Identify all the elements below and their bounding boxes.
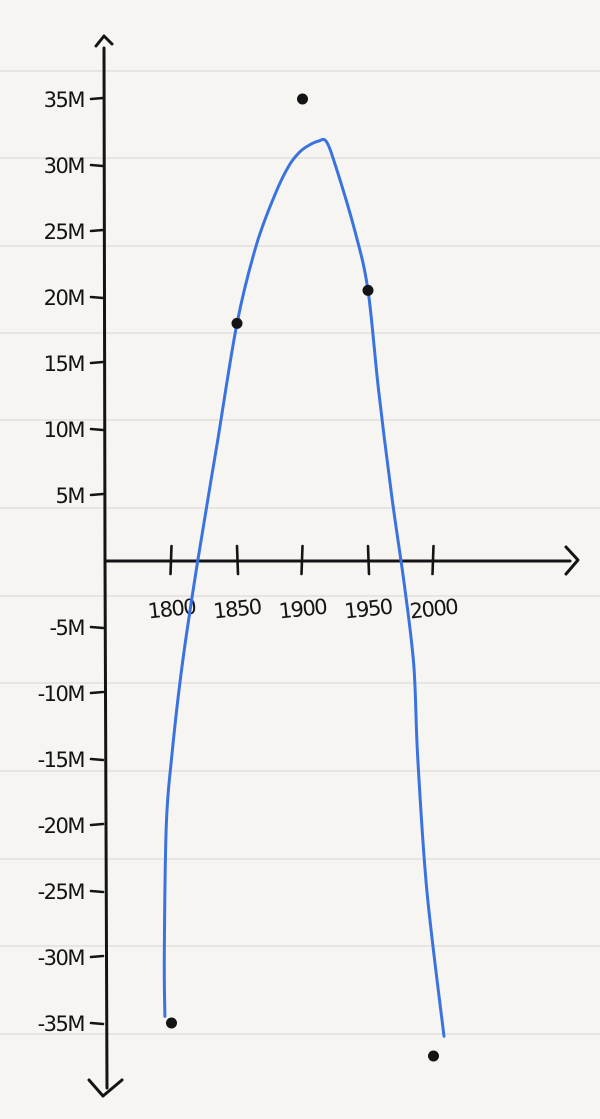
y-tick bbox=[89, 96, 105, 101]
x-tick bbox=[235, 544, 240, 576]
y-tick bbox=[89, 427, 105, 432]
y-tick-label: -15M bbox=[38, 748, 85, 772]
y-tick-label: -25M bbox=[38, 880, 85, 904]
y-tick bbox=[89, 625, 105, 630]
x-tick-label: 1900 bbox=[278, 595, 328, 624]
data-point bbox=[166, 1017, 177, 1029]
y-axis-tick-labels: 35M 30M 25M 20M 15M 10M 5M -5M -10M -15M -20M -25M -… bbox=[38, 88, 86, 1036]
x-tick-label: 1850 bbox=[212, 595, 262, 624]
y-tick bbox=[89, 360, 105, 365]
y-tick bbox=[89, 492, 105, 497]
y-tick bbox=[89, 163, 105, 168]
x-tick bbox=[300, 544, 304, 576]
data-point bbox=[428, 1050, 439, 1062]
y-axis-ticks bbox=[89, 96, 105, 1026]
y-tick-label: 5M bbox=[56, 484, 85, 508]
y-axis-arrow-down-icon bbox=[87, 1078, 124, 1098]
y-tick bbox=[89, 889, 105, 894]
x-axis-arrow-right-icon bbox=[564, 545, 580, 576]
y-tick bbox=[89, 822, 105, 827]
y-tick-label: 20M bbox=[44, 286, 85, 310]
data-point bbox=[362, 284, 374, 296]
y-tick-label: -30M bbox=[38, 946, 85, 970]
y-tick-label: -20M bbox=[38, 814, 85, 838]
x-tick bbox=[169, 544, 173, 576]
y-tick-label: 35M bbox=[44, 88, 85, 112]
y-tick bbox=[89, 295, 105, 300]
data-point bbox=[231, 317, 243, 329]
y-tick bbox=[89, 228, 105, 233]
x-tick-label: 1950 bbox=[343, 595, 393, 624]
data-point bbox=[297, 93, 308, 105]
y-tick-label: -35M bbox=[38, 1012, 85, 1036]
x-axis-tick-labels: 1800 1850 1900 1950 2000 bbox=[147, 595, 459, 624]
x-tick bbox=[431, 544, 435, 576]
y-tick-label: 10M bbox=[44, 418, 85, 442]
y-axis-line bbox=[102, 46, 109, 1090]
notebook-ruled-lines bbox=[0, 70, 600, 1035]
x-tick bbox=[366, 544, 371, 576]
y-tick-label: -5M bbox=[49, 616, 84, 640]
x-tick-label: 2000 bbox=[409, 595, 459, 624]
y-axis-arrow-up-icon bbox=[94, 34, 114, 48]
y-tick bbox=[89, 757, 105, 762]
x-axis-ticks bbox=[169, 544, 435, 576]
data-points bbox=[166, 93, 439, 1062]
y-tick-label: 30M bbox=[44, 154, 85, 178]
y-tick-label: 15M bbox=[44, 352, 85, 376]
chart-axes bbox=[87, 34, 580, 1098]
fit-curve bbox=[162, 137, 446, 1038]
y-tick bbox=[89, 954, 105, 959]
y-tick bbox=[89, 690, 105, 695]
y-tick bbox=[89, 1021, 105, 1026]
y-tick-label: -10M bbox=[38, 682, 85, 706]
y-tick-label: 25M bbox=[44, 220, 85, 244]
